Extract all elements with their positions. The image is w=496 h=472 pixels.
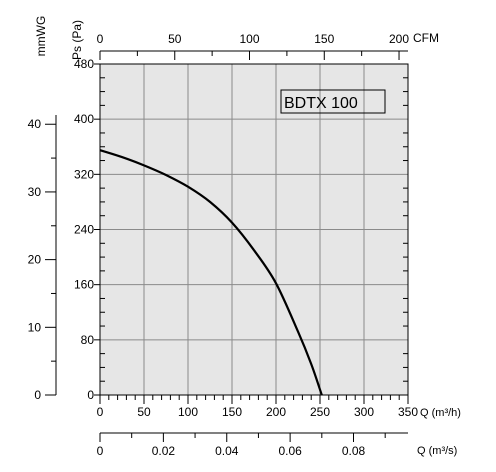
y-tick-label: 480	[74, 57, 94, 71]
mmwg-tick-label: 30	[28, 185, 42, 199]
title-box	[280, 89, 386, 114]
y-tick-label: 80	[81, 333, 95, 347]
x-tick-label: 250	[310, 405, 330, 419]
y-tick-label: 160	[74, 278, 94, 292]
ylabel-mmwg: mmWG	[34, 16, 48, 57]
title-label: BDTX 100	[284, 95, 358, 112]
xlabel-bottom: Q (m³/s)	[417, 445, 457, 457]
series-curve	[99, 149, 323, 396]
mmwg-tick-label: 0	[34, 388, 41, 402]
minor-ticks	[100, 77, 408, 400]
mmwg-tick-label: 20	[28, 253, 42, 267]
top-tick-label: 100	[239, 32, 259, 46]
top-tick-label: 200	[389, 32, 409, 46]
x-tick-label: 300	[354, 405, 374, 419]
x-tick-label: 0	[97, 405, 104, 419]
grid-lines	[100, 64, 408, 395]
y-tick-label: 320	[74, 167, 94, 181]
bottom-tick-label: 0.02	[152, 444, 176, 458]
x-tick-label: 100	[178, 405, 198, 419]
y-tick-label: 0	[87, 388, 94, 402]
xlabel-primary: Q (m³/h)	[420, 407, 461, 419]
bottom-tick-label: 0.06	[278, 444, 302, 458]
x-tick-label: 200	[266, 405, 286, 419]
top-tick-label: 50	[168, 32, 182, 46]
y-tick-label: 240	[74, 223, 94, 237]
x-tick-label: 150	[222, 405, 242, 419]
mmwg-tick-label: 10	[28, 320, 42, 334]
bottom-tick-label: 0.08	[342, 444, 366, 458]
top-tick-label: 0	[97, 32, 104, 46]
x-tick-label: 50	[137, 405, 151, 419]
bottom-tick-label: 0	[97, 444, 104, 458]
x-tick-label: 350	[398, 405, 418, 419]
bottom-tick-label: 0.04	[215, 444, 239, 458]
axis-ticks: 0 50 100 150 200 250 300 3500801602403204004800…	[28, 32, 419, 458]
y-tick-label: 400	[74, 112, 94, 126]
top-tick-label: 150	[314, 32, 334, 46]
xlabel-top: CFM	[413, 31, 439, 45]
mmwg-tick-label: 40	[28, 117, 42, 131]
ylabel-pa: Ps (Pa)	[70, 20, 84, 60]
